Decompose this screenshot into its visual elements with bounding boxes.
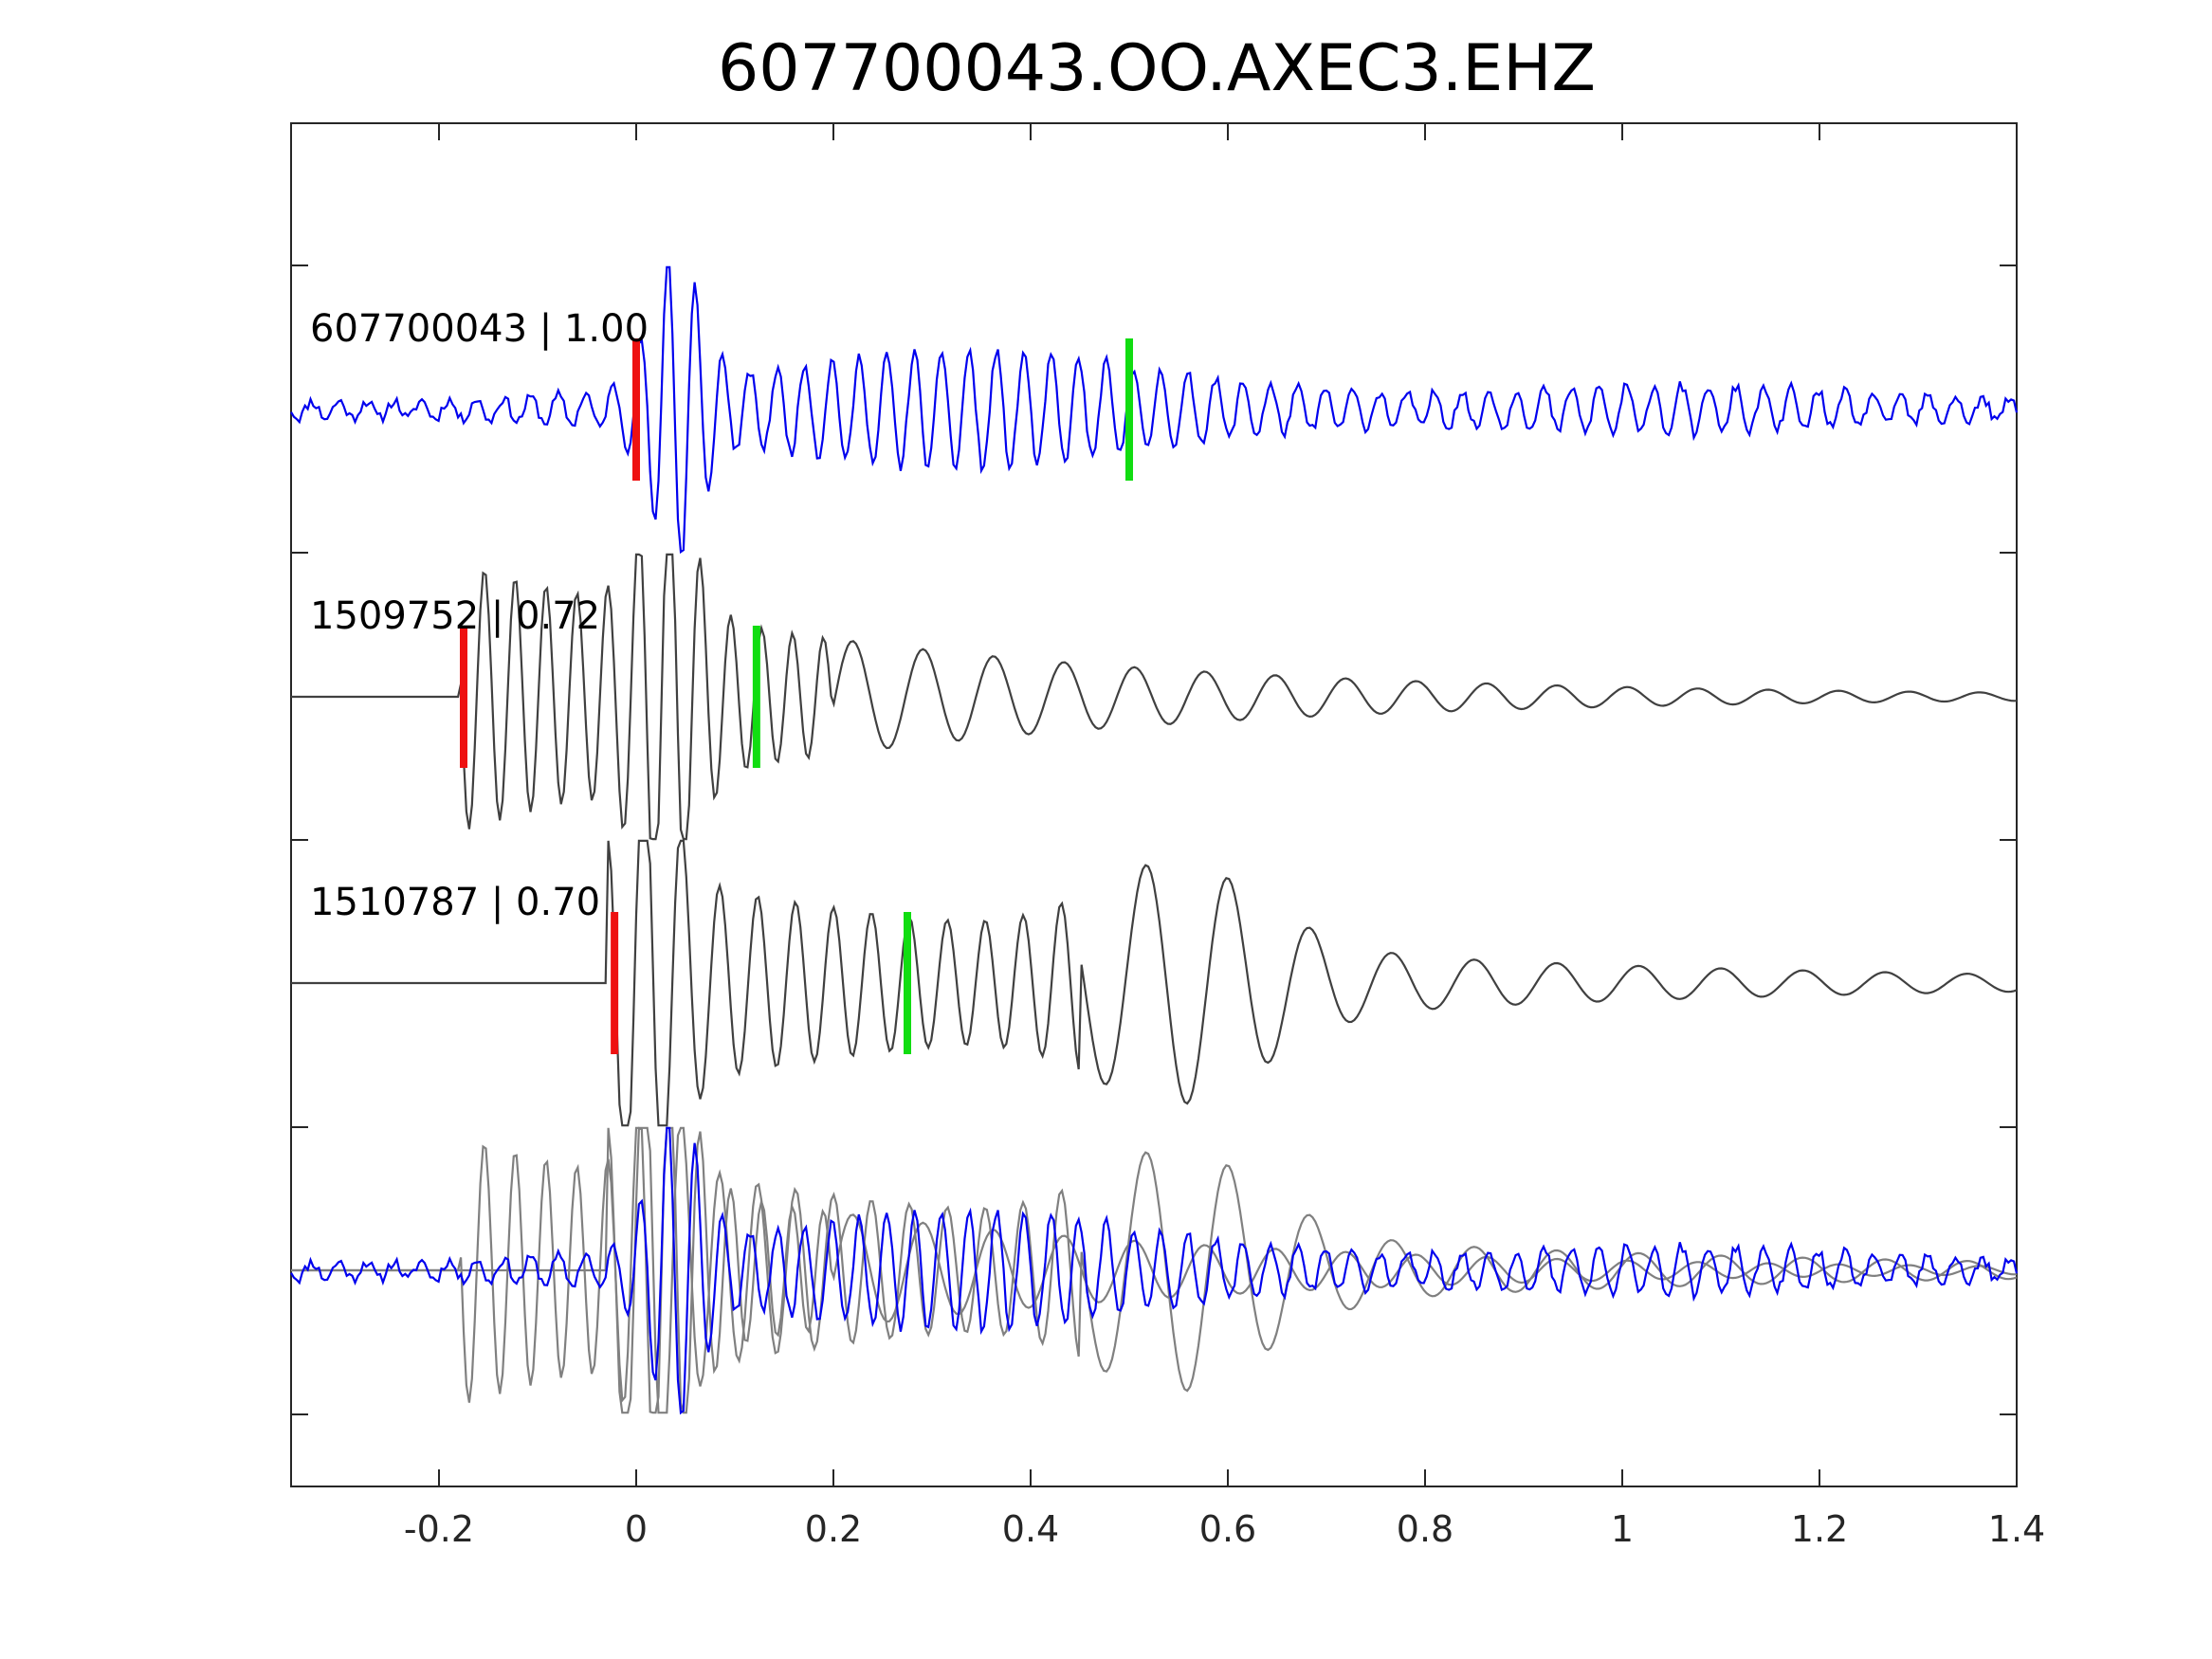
- plot-frame: [290, 122, 2018, 1487]
- x-tick-label: 1.2: [1791, 1508, 1848, 1550]
- x-tick-label: 0: [625, 1508, 648, 1550]
- trace-label: 1510787 | 0.70: [310, 881, 600, 924]
- y-axis-ticks: [291, 264, 2017, 1415]
- x-tick-label: 0.2: [805, 1508, 862, 1550]
- axes-frame: [290, 122, 2018, 1487]
- trace-labels: 607700043 | 1.00 1509752 | 0.72 1510787 | …: [310, 307, 649, 924]
- trace-1510787: [291, 839, 2018, 1127]
- x-tick-label: 0.6: [1199, 1508, 1256, 1550]
- x-tick-label: 0.4: [1002, 1508, 1059, 1550]
- trace-label: 607700043 | 1.00: [310, 307, 649, 351]
- waveform-traces: [290, 265, 2019, 1415]
- x-axis-ticks: -0.2 0 0.2 0.4 0.6 0.8 1 1.2 1.4: [404, 123, 2045, 1550]
- phase-picks: [460, 338, 1133, 1054]
- chart-title: 607700043.OO.AXEC3.EHZ: [718, 31, 1596, 106]
- x-tick-label: -0.2: [404, 1508, 474, 1550]
- x-tick-label: 1: [1611, 1508, 1634, 1550]
- trace-label: 1509752 | 0.72: [310, 594, 600, 638]
- x-tick-label: 0.8: [1397, 1508, 1453, 1550]
- x-tick-label: 1.4: [1988, 1508, 2045, 1550]
- overlay-trace-607700043: [290, 1126, 2019, 1415]
- trace-607700043: [290, 265, 2019, 555]
- trace-1509752: [291, 553, 2018, 841]
